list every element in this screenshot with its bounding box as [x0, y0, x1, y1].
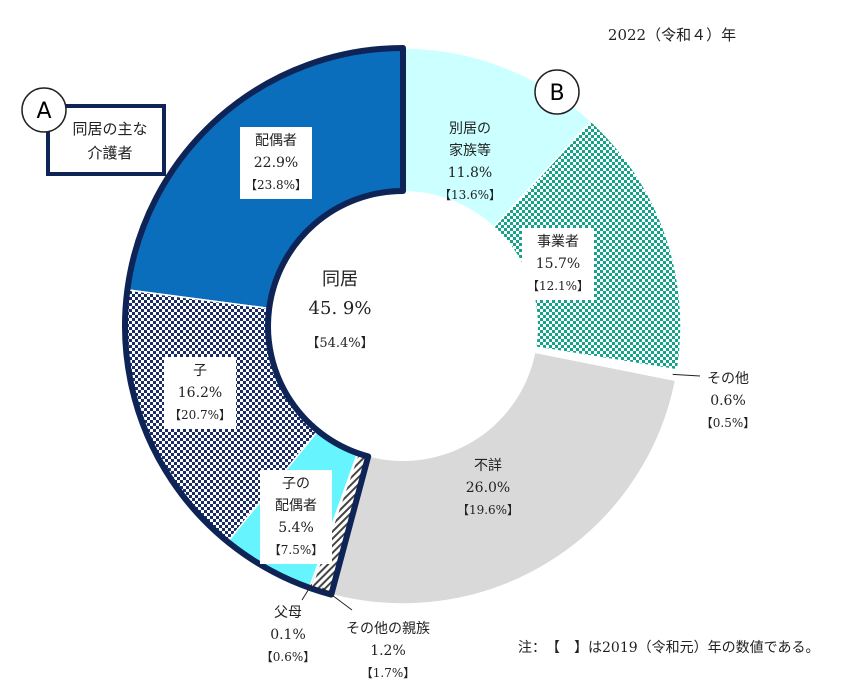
label-value: 15.7% [536, 256, 580, 272]
label-name: 父母 [274, 605, 302, 621]
label-box [260, 470, 332, 564]
label-prev: 【1.7%】 [361, 666, 416, 680]
label-name: その他 [707, 371, 749, 387]
label-name: 家族等 [449, 142, 491, 159]
label-value: 0.6% [710, 393, 746, 409]
label-name: 事業者 [537, 234, 579, 250]
leader-line-parents [301, 584, 313, 601]
label-name: 子の [282, 476, 310, 492]
badge-a: A [36, 99, 51, 124]
center-label: 同居 45. 9% 【54.4%】 [306, 269, 373, 351]
callout-a-box [46, 104, 166, 176]
cohabiting-outline [122, 45, 406, 598]
label-prev: 【7.5%】 [269, 543, 324, 557]
callout-a-line2: 介護者 [87, 144, 132, 162]
label-prev: 【0.5%】 [701, 416, 756, 430]
label-box [164, 357, 236, 429]
donut-hole [268, 191, 538, 461]
label-value: 26.0% [466, 480, 510, 496]
label-prev: 【0.6%】 [261, 650, 316, 664]
label-value: 11.8% [448, 165, 492, 181]
leader-line-other-relatives [322, 587, 353, 611]
leader-line-other [672, 373, 701, 377]
center-value: 45. 9% [309, 298, 372, 319]
label-prev: 【19.6%】 [457, 503, 519, 517]
badge-b-circle [534, 69, 580, 115]
center-prev: 【54.4%】 [306, 336, 373, 351]
label-other: その他 0.6% 【0.5%】 [701, 371, 756, 430]
label-prev: 【23.8%】 [245, 178, 307, 192]
label-business: 事業者 15.7% 【12.1%】 [522, 228, 594, 300]
label-value: 16.2% [178, 385, 222, 401]
cohabiting-outline-path [122, 45, 406, 598]
slice-labels: 配偶者22.9%【23.8%】子16.2%【20.7%】子の配偶者5.4%【7.… [164, 121, 755, 680]
label-value: 1.2% [370, 643, 406, 659]
label-prev: 【13.6%】 [439, 188, 501, 202]
badge-b: B [549, 81, 564, 106]
label-name: 不詳 [474, 458, 502, 474]
label-spouse: 配偶者 22.9% 【23.8%】 [240, 127, 312, 199]
callout-a: 同居の主な 介護者 A [21, 87, 166, 176]
label-other-relatives: その他の親族 1.2% 【1.7%】 [346, 621, 430, 680]
label-value: 22.9% [254, 155, 298, 171]
label-name: その他の親族 [346, 621, 430, 637]
year-label: 2022（令和４）年 [608, 26, 736, 44]
label-name: 子 [193, 363, 207, 379]
callout-a-line1: 同居の主な [72, 120, 147, 138]
label-box [522, 228, 594, 300]
label-value: 5.4% [278, 520, 314, 536]
label-parents: 父母 0.1% 【0.6%】 [261, 605, 316, 664]
label-name: 配偶者 [275, 498, 317, 514]
badge-b-group: B [534, 69, 580, 115]
label-unknown: 不詳 26.0% 【19.6%】 [457, 458, 519, 517]
label-prev: 【20.7%】 [169, 408, 231, 422]
label-child: 子 16.2% 【20.7%】 [164, 357, 236, 429]
label-prev: 【12.1%】 [527, 279, 589, 293]
badge-a-circle [21, 87, 67, 133]
center-title: 同居 [322, 269, 358, 290]
label-value: 0.1% [270, 627, 306, 643]
label-box [240, 127, 312, 199]
note: 注： 【 】は2019（令和元）年の数値である。 [518, 640, 820, 656]
label-name: 別居の [449, 121, 491, 137]
label-name: 配偶者 [255, 133, 297, 149]
